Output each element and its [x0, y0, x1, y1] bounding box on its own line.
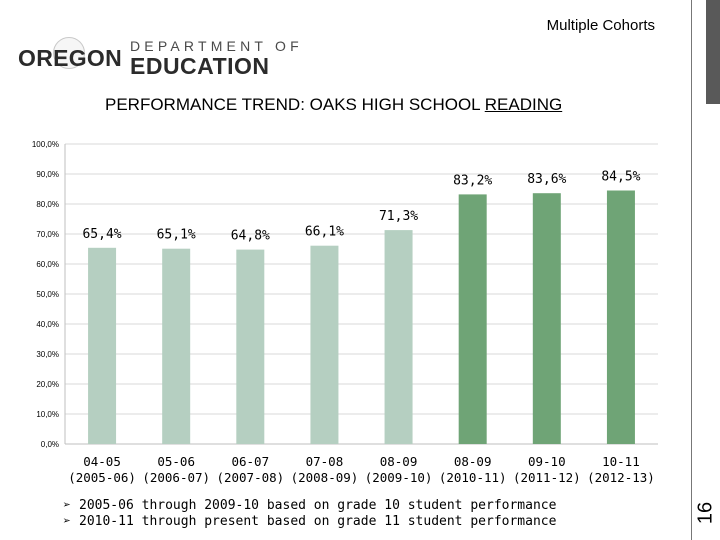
x-tick-label: 10-11 — [602, 454, 640, 469]
x-tick-sublabel: (2012-13) — [587, 470, 655, 485]
bar — [162, 248, 191, 444]
data-label: 66,1% — [305, 225, 344, 240]
data-label: 65,1% — [157, 228, 196, 243]
note-text: 2010-11 through present based on grade 1… — [79, 514, 557, 529]
y-tick-label: 60,0% — [36, 260, 59, 269]
y-tick-label: 0,0% — [41, 440, 59, 449]
bar — [88, 247, 117, 444]
x-tick-label: 05-06 — [157, 454, 195, 469]
x-tick-sublabel: (2007-08) — [216, 470, 284, 485]
y-tick-label: 40,0% — [36, 320, 59, 329]
note-text: 2005-06 through 2009-10 based on grade 1… — [79, 498, 557, 513]
page-number: 16 — [692, 486, 720, 540]
bar — [384, 230, 413, 444]
accent-bar — [706, 0, 720, 104]
y-tick-label: 100,0% — [32, 140, 59, 149]
x-tick-sublabel: (2006-07) — [142, 470, 210, 485]
note-item: ➢ 2010-11 through present based on grade … — [63, 514, 556, 530]
x-tick-label: 08-09 — [380, 454, 418, 469]
x-tick-label: 07-08 — [306, 454, 344, 469]
y-tick-label: 80,0% — [36, 200, 59, 209]
x-tick-sublabel: (2010-11) — [439, 470, 507, 485]
x-tick-sublabel: (2005-06) — [68, 470, 136, 485]
data-label: 64,8% — [231, 229, 270, 244]
bar — [532, 193, 561, 444]
page-number-text: 16 — [694, 501, 717, 525]
arrow-bullet-icon: ➢ — [63, 514, 71, 529]
logo-department-text: DEPARTMENT OF — [130, 38, 303, 54]
logo-education-text: EDUCATION — [130, 53, 270, 79]
title-subject: READING — [484, 95, 563, 114]
x-tick-label: 06-07 — [231, 454, 269, 469]
data-label: 71,3% — [379, 209, 418, 224]
data-label: 83,2% — [453, 173, 492, 188]
y-tick-label: 90,0% — [36, 170, 59, 179]
cohort-label: Multiple Cohorts — [546, 17, 655, 34]
x-tick-label: 08-09 — [454, 454, 492, 469]
x-tick-label: 04-05 — [83, 454, 121, 469]
state-seal-icon — [53, 37, 85, 69]
y-tick-label: 70,0% — [36, 230, 59, 239]
notes-list: ➢ 2005-06 through 2009-10 based on grade … — [63, 498, 556, 530]
bar — [236, 249, 265, 444]
y-tick-label: 50,0% — [36, 290, 59, 299]
data-label: 83,6% — [527, 172, 566, 187]
bar — [458, 194, 487, 444]
x-tick-sublabel: (2011-12) — [513, 470, 581, 485]
y-tick-label: 30,0% — [36, 350, 59, 359]
bar — [606, 190, 635, 444]
bar-chart: 0,0% 10,0% 20,0% 30,0% 40,0% 50,0% 60,0% 70,0% 8… — [32, 140, 658, 485]
arrow-bullet-icon: ➢ — [63, 498, 71, 513]
note-item: ➢ 2005-06 through 2009-10 based on grade … — [63, 498, 556, 514]
x-tick-sublabel: (2009-10) — [365, 470, 433, 485]
title-prefix: PERFORMANCE TREND: OAKS HIGH SCHOOL — [105, 95, 485, 114]
page-title: PERFORMANCE TREND: OAKS HIGH SCHOOL READ… — [105, 95, 562, 115]
x-tick-label: 09-10 — [528, 454, 566, 469]
y-tick-label: 10,0% — [36, 410, 59, 419]
logo-oregon-text: OREGON — [18, 45, 123, 71]
y-tick-label: 20,0% — [36, 380, 59, 389]
data-label: 84,5% — [601, 170, 640, 185]
x-tick-sublabel: (2008-09) — [291, 470, 359, 485]
divider — [691, 0, 692, 540]
bar — [310, 245, 339, 444]
data-label: 65,4% — [82, 227, 121, 242]
